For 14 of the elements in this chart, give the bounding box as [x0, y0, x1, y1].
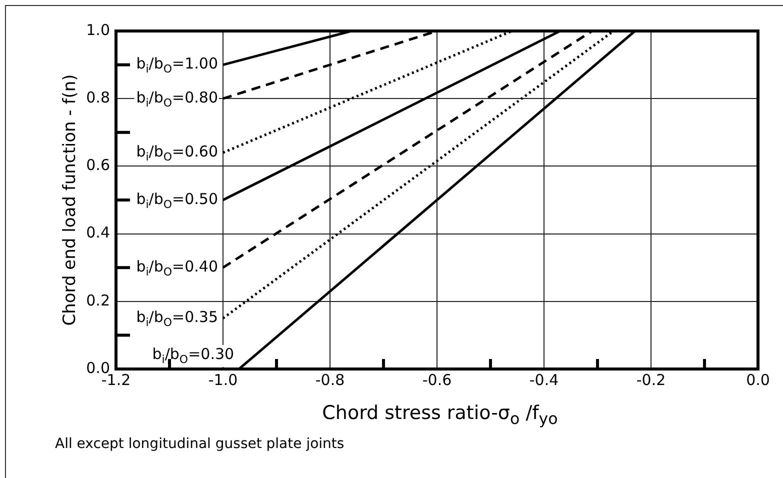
- y-tick-label: 1.0: [86, 20, 110, 39]
- y-tick-label: 0.2: [86, 291, 110, 310]
- x-tick-label: -0.6: [422, 370, 452, 389]
- x-tick-label: 0.0: [746, 370, 770, 389]
- y-tick-label: 0.4: [86, 224, 110, 242]
- x-tick-label: -0.4: [529, 370, 559, 389]
- x-tick-label: -1.0: [208, 370, 238, 389]
- x-tick-label: -0.8: [315, 370, 345, 389]
- x-axis-title: Chord stress ratio-σ$_{o}$ /f$_{yo}$: [322, 402, 558, 428]
- text: All except longitudinal gusset plate joints: [55, 436, 344, 452]
- y-tick-label: 0.6: [86, 156, 110, 174]
- x-tick-label: -0.2: [636, 370, 666, 389]
- y-tick-label: 0.8: [86, 88, 110, 106]
- y-axis-title: Chord end load function - f(n): [60, 74, 80, 326]
